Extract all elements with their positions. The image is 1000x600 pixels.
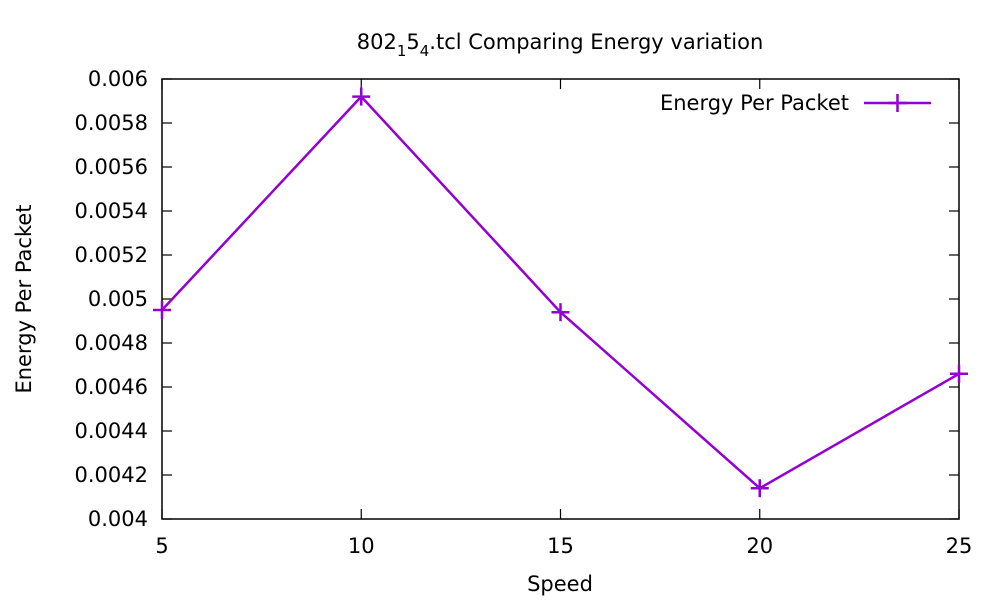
plot-frame [161, 78, 960, 520]
y-tick-label: 0.005 [88, 287, 148, 311]
data-point [551, 303, 570, 322]
y-tick-label: 0.004 [88, 507, 148, 531]
x-tick-label: 5 [155, 534, 168, 558]
x-tick-labels: 5 10 15 20 25 [155, 534, 972, 558]
x-tick-label: 15 [547, 534, 574, 558]
data-point [352, 87, 371, 106]
y-tick-label: 0.0042 [75, 463, 148, 487]
legend-marker [888, 94, 907, 112]
y-tick-label: 0.0046 [75, 375, 148, 399]
legend-label: Energy Per Packet [660, 91, 849, 115]
y-tick-label: 0.006 [88, 67, 148, 91]
y-tick-label: 0.0056 [75, 155, 148, 179]
y-tick-label: 0.0044 [75, 419, 148, 443]
x-tick-label: 25 [946, 534, 973, 558]
y-tick-label: 0.0054 [75, 199, 148, 223]
legend: Energy Per Packet [660, 91, 931, 115]
y-tick-label: 0.0052 [75, 243, 148, 267]
axis-ticks [161, 78, 960, 520]
series-layer [153, 87, 968, 498]
x-axis-title: Speed [527, 572, 593, 596]
data-point [750, 479, 769, 498]
series-line [161, 94, 960, 490]
data-point [950, 364, 968, 383]
y-tick-label: 0.0058 [75, 111, 148, 135]
x-tick-label: 10 [348, 534, 375, 558]
y-axis-title: Energy Per Packet [12, 204, 36, 393]
x-tick-label: 20 [746, 534, 773, 558]
y-tick-label: 0.0048 [75, 331, 148, 355]
y-tick-labels: 0.004 0.0042 0.0044 0.0046 0.0048 0.005 0.0052… [75, 67, 148, 531]
data-point [153, 301, 171, 319]
chart-title: 802154.tcl Comparing Energy variation [357, 30, 764, 60]
